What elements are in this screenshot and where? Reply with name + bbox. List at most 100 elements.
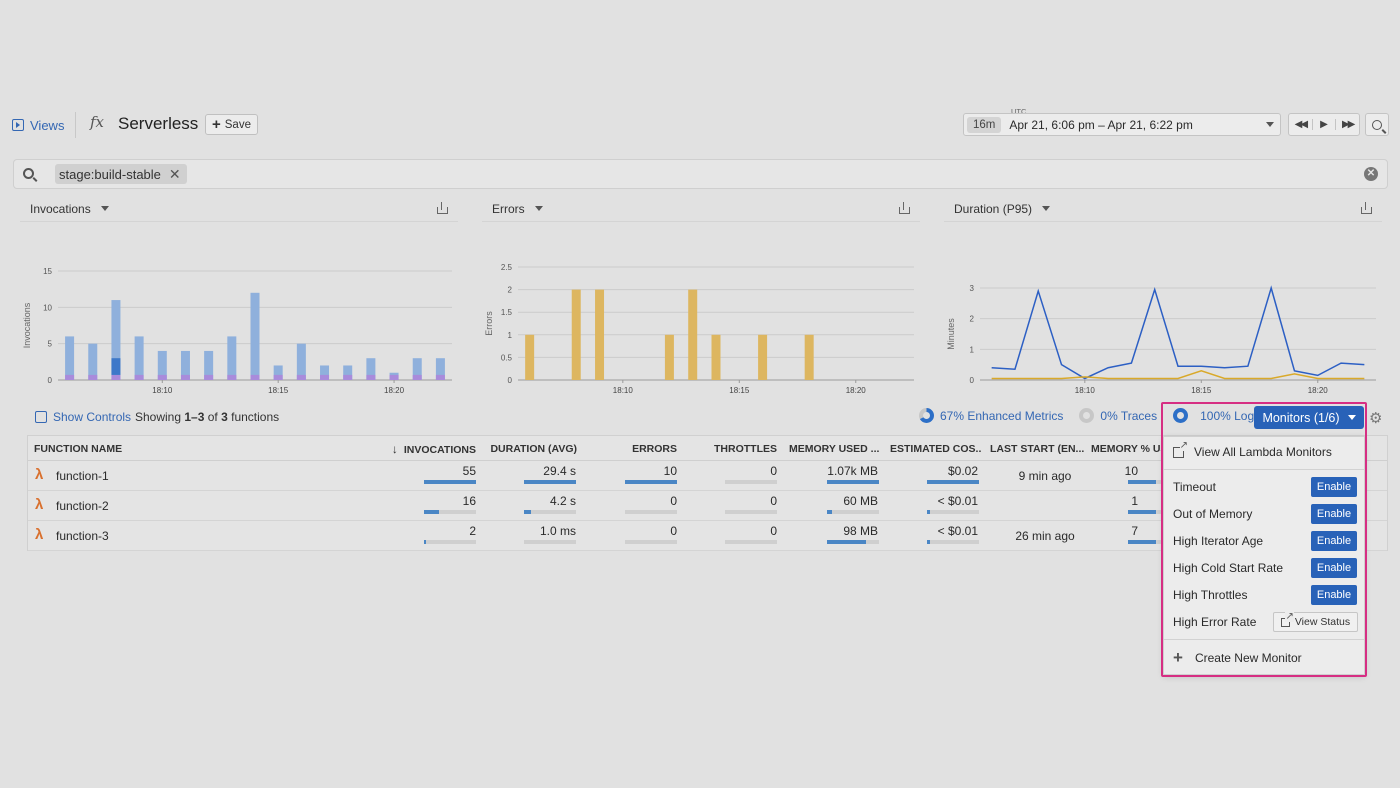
memory-pct-value: 1 (1131, 494, 1138, 508)
bar[interactable] (227, 336, 237, 380)
table-row[interactable]: λ function-2 16 4.2 s 0 0 60 MB < $0.01 1 (28, 491, 1387, 521)
create-monitor-item[interactable]: + Create New Monitor (1173, 649, 1302, 666)
bar[interactable] (571, 289, 581, 380)
search-icon (23, 168, 34, 179)
y-tick-label: 2.5 (501, 263, 513, 272)
y-axis-label: Errors (484, 311, 494, 336)
col-estimated-cost[interactable]: ESTIMATED COS... (890, 443, 982, 455)
bar[interactable] (180, 350, 190, 380)
col-errors[interactable]: ERRORS (632, 443, 677, 455)
export-icon[interactable] (1361, 202, 1372, 214)
fast-forward-icon[interactable]: ▶▶ (1341, 119, 1355, 130)
y-tick-label: 5 (48, 340, 53, 349)
series-line[interactable] (991, 285, 1365, 380)
view-all-monitors-item[interactable]: View All Lambda Monitors (1173, 440, 1332, 459)
menu-divider (1164, 469, 1364, 470)
clear-search-icon[interactable]: ✕ (1364, 167, 1378, 181)
bar[interactable] (320, 365, 330, 380)
bar[interactable] (157, 350, 167, 380)
bar[interactable] (250, 292, 260, 380)
col-memory-used[interactable]: MEMORY USED ... (789, 443, 880, 455)
search-bar[interactable]: stage:build-stable ✕ ✕ (13, 159, 1388, 189)
bar[interactable] (525, 334, 535, 380)
errors-chart: 2.5 2 1.5 1 0.5 0 Errors 18:10 18:15 18:20 (484, 263, 914, 395)
series-line[interactable] (991, 370, 1365, 380)
value-bar-fill (424, 510, 440, 514)
y-tick-label: 0 (970, 376, 975, 385)
table-row[interactable]: λ function-1 55 29.4 s 10 0 1.07k MB $0.02 9 min… (28, 461, 1387, 491)
view-status-button[interactable]: View Status (1273, 611, 1358, 632)
function-name[interactable]: function-3 (56, 529, 109, 543)
enable-monitor-button[interactable]: Enable (1311, 504, 1357, 524)
bar-segment (65, 374, 75, 380)
col-last-start[interactable]: LAST START (EN... (990, 443, 1085, 455)
invocations-value: 16 (462, 494, 476, 508)
bar[interactable] (111, 300, 121, 380)
bar[interactable] (711, 334, 721, 380)
y-tick-label: 1 (508, 331, 513, 340)
filter-tag[interactable]: stage:build-stable ✕ (55, 164, 187, 184)
bar[interactable] (804, 334, 814, 380)
throttles-value: 0 (770, 494, 777, 508)
col-memory-pct[interactable]: MEMORY % US (1091, 443, 1168, 455)
duration-chart-panel: Duration (P95) 3 2 1 0 Minutes 18:10 18:15 18:2… (944, 196, 1382, 396)
close-icon[interactable]: ✕ (168, 165, 181, 182)
export-icon[interactable] (899, 202, 910, 214)
bar[interactable] (65, 336, 75, 380)
panel-toggle-icon (35, 411, 47, 423)
show-controls-button[interactable]: Show Controls (35, 410, 131, 424)
duration-value: 1.0 ms (539, 524, 576, 538)
enable-monitor-button[interactable]: Enable (1311, 558, 1357, 578)
col-invocations[interactable]: ↓ INVOCATIONS (368, 442, 476, 456)
col-throttles[interactable]: THROTTLES (714, 443, 777, 455)
time-range-picker[interactable]: 16m Apr 21, 6:06 pm – Apr 21, 6:22 pm (963, 113, 1281, 136)
results-count: Showing 1–3 of 3 functions (135, 410, 279, 424)
save-label: Save (224, 118, 251, 131)
views-button[interactable]: Views (12, 116, 64, 134)
save-button[interactable]: + Save (205, 114, 258, 135)
enable-monitor-button[interactable]: Enable (1311, 531, 1357, 551)
chart-header: Duration (P95) (944, 196, 1382, 222)
play-icon[interactable]: ▶ (1311, 119, 1337, 130)
bar[interactable] (664, 334, 674, 380)
monitors-dropdown-button[interactable]: Monitors (1/6) (1254, 406, 1364, 429)
export-icon[interactable] (437, 202, 448, 214)
value-bar-fill (1128, 480, 1156, 484)
bar[interactable] (688, 289, 698, 380)
bar[interactable] (435, 358, 445, 380)
rewind-icon[interactable]: ◀◀ (1294, 119, 1308, 130)
chevron-down-icon[interactable] (100, 206, 109, 211)
showing-prefix: Showing (135, 410, 185, 424)
function-name[interactable]: function-2 (56, 499, 109, 513)
chevron-down-icon[interactable] (534, 206, 543, 211)
bar[interactable] (273, 365, 283, 380)
bar-segment (111, 358, 121, 375)
bar[interactable] (204, 350, 214, 380)
bar[interactable] (134, 336, 144, 380)
chevron-down-icon[interactable] (1042, 206, 1051, 211)
bar[interactable] (296, 343, 306, 380)
function-name[interactable]: function-1 (56, 469, 109, 483)
traces-link[interactable]: 0% Traces (1100, 408, 1158, 423)
bar[interactable] (88, 343, 98, 380)
table-row[interactable]: λ function-3 2 1.0 ms 0 0 98 MB < $0.01 26 min a… (28, 521, 1387, 551)
bar[interactable] (343, 365, 353, 380)
bar[interactable] (366, 358, 376, 380)
col-duration[interactable]: DURATION (AVG) (490, 443, 577, 455)
enable-monitor-button[interactable]: Enable (1311, 585, 1357, 605)
bar[interactable] (412, 358, 422, 380)
bar[interactable] (595, 289, 605, 380)
showing-range: 1–3 (184, 410, 205, 424)
monitor-item-label: High Error Rate (1173, 615, 1257, 629)
gear-icon[interactable]: ⚙ (1369, 410, 1383, 427)
enable-monitor-button[interactable]: Enable (1311, 477, 1357, 497)
enhanced-metrics-link[interactable]: 67% Enhanced Metrics (940, 408, 1064, 423)
cost-value: $0.02 (947, 464, 978, 478)
col-function-name[interactable]: FUNCTION NAME (34, 443, 123, 455)
zoom-button[interactable] (1365, 113, 1389, 136)
plus-icon: + (1173, 648, 1183, 667)
value-bar (625, 480, 677, 484)
bar[interactable] (758, 334, 768, 380)
logs-link[interactable]: 100% Logs (1200, 408, 1261, 423)
view-all-monitors-label: View All Lambda Monitors (1194, 445, 1332, 459)
